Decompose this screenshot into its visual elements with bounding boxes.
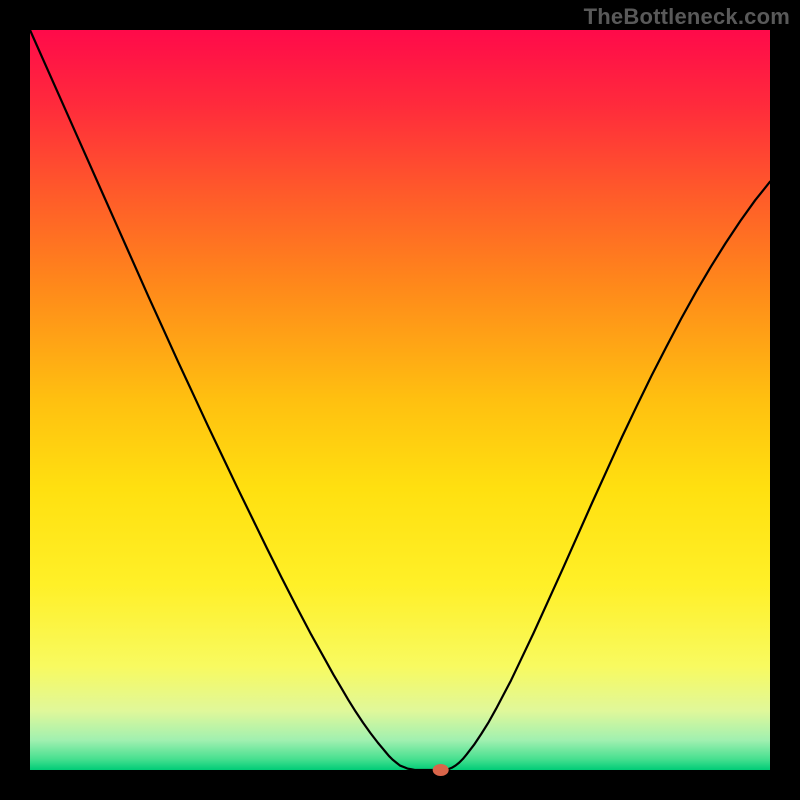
bottleneck-chart [0,0,800,800]
watermark-text: TheBottleneck.com [584,4,790,30]
chart-container: TheBottleneck.com [0,0,800,800]
optimal-point-marker [433,764,449,776]
plot-background [30,30,770,770]
